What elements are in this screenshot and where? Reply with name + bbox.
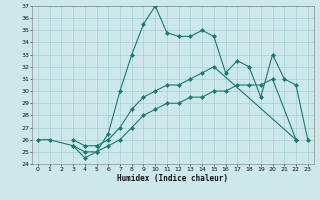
X-axis label: Humidex (Indice chaleur): Humidex (Indice chaleur) [117,174,228,183]
